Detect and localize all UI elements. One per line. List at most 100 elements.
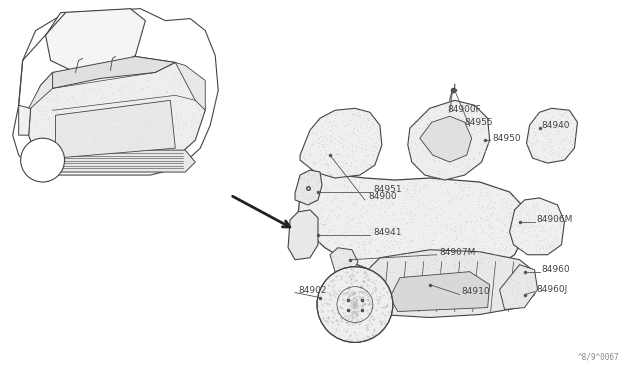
Point xyxy=(115,86,125,92)
Point xyxy=(435,224,445,230)
Point xyxy=(374,248,384,254)
Point xyxy=(337,136,348,142)
Point xyxy=(474,215,484,221)
Point xyxy=(355,247,365,253)
Point xyxy=(322,136,332,142)
Point xyxy=(536,157,546,163)
Point xyxy=(447,121,457,126)
Point xyxy=(399,209,409,215)
Point xyxy=(427,129,437,135)
Text: 84907M: 84907M xyxy=(440,248,476,257)
Point xyxy=(60,147,70,153)
Point xyxy=(82,113,92,119)
Point xyxy=(554,116,564,122)
Point xyxy=(406,214,416,219)
Point xyxy=(326,323,337,329)
Point xyxy=(396,209,406,215)
Point xyxy=(502,200,513,206)
Point xyxy=(385,219,395,225)
Point xyxy=(51,155,61,161)
Point xyxy=(127,125,137,131)
Point xyxy=(396,250,406,256)
Point xyxy=(481,243,491,249)
Point xyxy=(152,133,162,139)
Point xyxy=(54,125,65,131)
Point xyxy=(90,106,100,112)
Point xyxy=(364,216,374,222)
Point xyxy=(303,227,314,233)
Point xyxy=(151,125,161,131)
Point xyxy=(116,152,127,158)
Point xyxy=(339,123,349,129)
Point xyxy=(529,129,539,135)
Point xyxy=(321,151,331,157)
Point xyxy=(428,158,438,164)
Point xyxy=(404,227,414,233)
Point xyxy=(310,223,321,229)
Point xyxy=(65,81,76,87)
Point xyxy=(412,180,422,186)
Point xyxy=(377,186,387,192)
Point xyxy=(361,236,371,242)
Point xyxy=(326,122,337,128)
Point xyxy=(444,120,454,126)
Point xyxy=(403,252,413,258)
Point xyxy=(468,268,479,274)
Point xyxy=(543,199,554,205)
Point xyxy=(353,138,364,144)
Point xyxy=(477,257,487,263)
Point xyxy=(75,145,85,151)
Point xyxy=(330,212,340,218)
Point xyxy=(304,147,314,153)
Point xyxy=(424,266,434,272)
Point xyxy=(309,211,319,217)
Point xyxy=(430,269,440,275)
Point xyxy=(73,148,83,154)
Point xyxy=(366,203,376,209)
Point xyxy=(415,195,426,201)
Point xyxy=(423,177,433,183)
Point xyxy=(358,242,369,248)
Point xyxy=(338,309,348,315)
Point xyxy=(374,314,384,320)
Point xyxy=(385,307,395,313)
Point xyxy=(480,229,490,235)
Point xyxy=(361,163,371,169)
Point xyxy=(376,200,386,206)
Point xyxy=(507,288,517,294)
Point xyxy=(451,142,461,148)
Point xyxy=(370,225,380,231)
Point xyxy=(328,110,338,116)
Point xyxy=(117,108,127,114)
Point xyxy=(549,235,559,241)
Point xyxy=(52,92,62,98)
Point xyxy=(418,231,428,237)
Point xyxy=(516,205,527,211)
Point xyxy=(418,184,428,190)
Point xyxy=(366,334,376,340)
Point xyxy=(430,256,440,262)
Point xyxy=(524,212,534,218)
Point xyxy=(316,215,326,221)
Point xyxy=(348,185,358,191)
Point xyxy=(500,245,510,251)
Point xyxy=(355,251,365,257)
Point xyxy=(52,103,62,109)
Point xyxy=(566,112,577,118)
Point xyxy=(349,198,359,203)
Point xyxy=(358,280,369,286)
Point xyxy=(544,217,554,223)
Point xyxy=(460,184,470,190)
Point xyxy=(301,185,312,191)
Point xyxy=(52,95,62,101)
Point xyxy=(372,304,382,310)
Point xyxy=(414,142,424,148)
Point xyxy=(157,70,167,76)
Point xyxy=(414,234,424,240)
Point xyxy=(141,84,152,90)
Point xyxy=(314,158,324,164)
Point xyxy=(516,245,526,251)
Point xyxy=(332,150,342,156)
Point xyxy=(365,228,375,234)
Point xyxy=(310,193,321,199)
